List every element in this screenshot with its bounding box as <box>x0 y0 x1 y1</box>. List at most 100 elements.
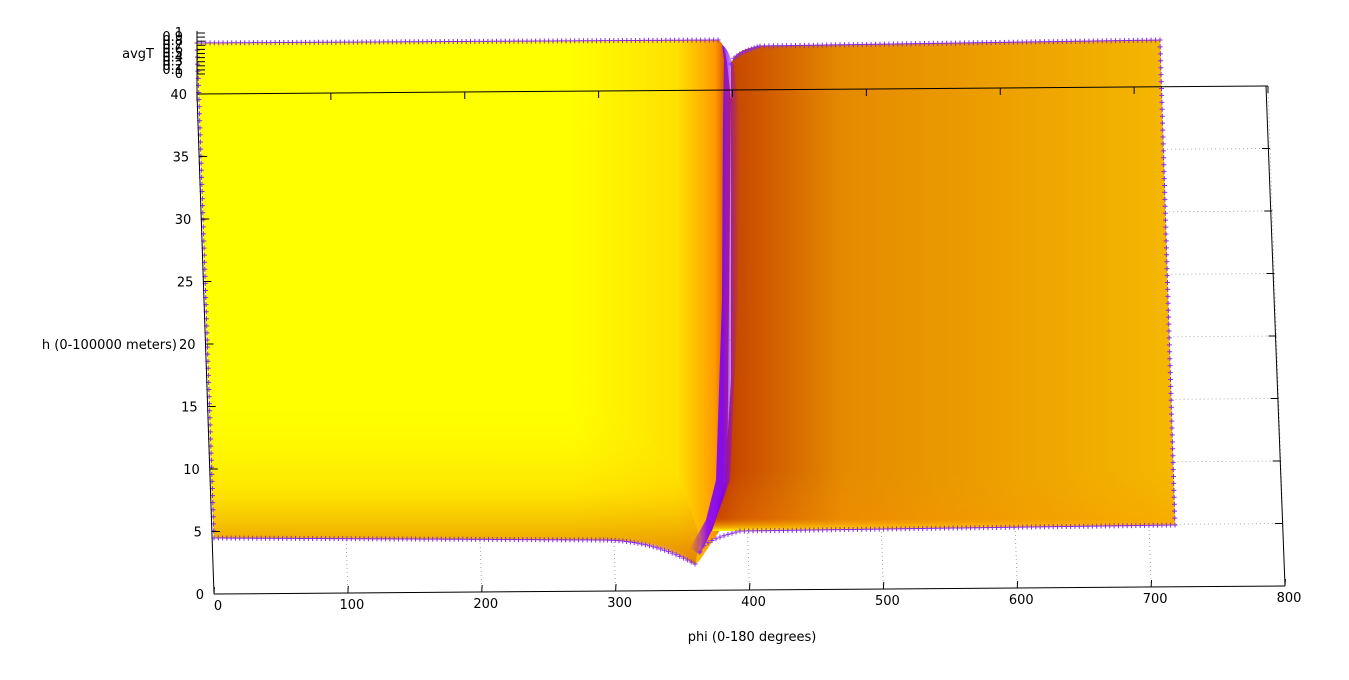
edge-marker <box>411 39 417 45</box>
edge-marker <box>748 46 754 52</box>
edge-marker <box>528 38 534 44</box>
edge-marker <box>220 40 226 46</box>
surface <box>197 40 1175 565</box>
edge-marker <box>503 537 509 543</box>
edge-marker <box>394 39 400 45</box>
edge-marker <box>585 38 591 44</box>
edge-marker <box>1108 38 1114 44</box>
edge-marker <box>1059 524 1065 530</box>
edge-marker <box>953 40 959 46</box>
edge-marker <box>998 524 1004 530</box>
edge-marker <box>1163 245 1169 251</box>
edge-marker <box>1002 524 1008 530</box>
edge-marker <box>1157 37 1163 43</box>
edge-marker <box>672 37 678 43</box>
edge-marker <box>635 540 641 546</box>
x-tick-label: 800 <box>1277 591 1302 606</box>
edge-marker <box>1155 522 1161 528</box>
edge-marker <box>337 39 343 45</box>
edge-marker <box>937 525 943 531</box>
edge-marker <box>311 39 317 45</box>
edge-marker <box>1171 480 1177 486</box>
edge-marker <box>1165 280 1170 285</box>
y-tick-label: 25 <box>177 276 194 291</box>
edge-marker <box>993 39 999 45</box>
edge-marker <box>558 537 564 543</box>
edge-marker <box>348 536 354 542</box>
edge-marker <box>917 41 923 47</box>
edge-marker <box>662 547 668 553</box>
edge-marker <box>1148 37 1154 43</box>
edge-marker <box>224 40 230 46</box>
axis-tick-labels: 0 100 200 300 400 500 600 700 800051015202530354… <box>162 26 1301 614</box>
edge-marker <box>494 536 500 542</box>
edge-marker <box>1171 474 1176 479</box>
edge-marker <box>451 536 457 542</box>
edge-marker <box>1144 37 1150 43</box>
edge-marker <box>430 536 436 542</box>
edge-marker <box>415 39 421 45</box>
edge-marker <box>841 42 847 48</box>
edge-marker <box>859 526 865 532</box>
edge-marker <box>563 537 569 543</box>
edge-marker <box>941 525 947 531</box>
edge-marker <box>676 37 682 43</box>
z-tick-label: 0.4 <box>162 51 183 66</box>
edge-marker <box>1024 39 1030 45</box>
edge-marker <box>1163 224 1169 230</box>
edge-marker <box>563 38 569 44</box>
edge-marker <box>537 38 543 44</box>
edge-marker <box>1171 494 1177 500</box>
edge-marker <box>1094 523 1100 529</box>
edge-marker <box>580 537 586 543</box>
edge-marker <box>709 537 715 543</box>
edge-marker <box>745 47 751 53</box>
edge-marker <box>1020 524 1026 530</box>
edge-marker <box>692 561 698 567</box>
edge-marker <box>627 539 633 545</box>
edge-marker <box>864 41 870 47</box>
edge-marker <box>697 549 703 555</box>
edge-marker <box>1168 377 1173 382</box>
edge-marker <box>559 38 565 44</box>
edge-marker <box>1115 523 1121 529</box>
edge-marker <box>641 37 647 43</box>
edge-marker <box>734 53 740 59</box>
edge-marker <box>633 37 639 43</box>
edge-marker <box>1064 38 1070 44</box>
edge-marker <box>837 527 843 533</box>
edge-marker <box>533 537 539 543</box>
edge-marker <box>966 40 972 46</box>
y-tick-label: 10 <box>183 463 200 478</box>
edge-marker <box>1166 321 1172 327</box>
edge-marker <box>215 535 221 541</box>
edge-marker <box>948 40 954 46</box>
edge-marker <box>850 526 856 532</box>
edge-marker <box>1072 523 1078 529</box>
edge-marker <box>550 38 556 44</box>
edge-marker <box>1028 39 1034 45</box>
edge-marker <box>507 38 513 44</box>
edge-marker <box>939 40 945 46</box>
edge-marker <box>1159 92 1165 98</box>
x-grid-line <box>1267 85 1286 587</box>
edge-marker <box>254 535 260 541</box>
edge-marker <box>1015 524 1021 530</box>
edge-marker <box>318 536 324 542</box>
edge-marker <box>1086 38 1092 44</box>
edge-marker <box>1099 38 1105 44</box>
edge-marker <box>455 39 460 44</box>
edge-marker <box>524 537 530 543</box>
surface-right-shading <box>712 470 1175 531</box>
edge-marker <box>1024 524 1030 530</box>
edge-marker <box>970 40 976 46</box>
y-axis-label: h (0-100000 meters) <box>42 338 177 353</box>
edge-marker <box>1129 523 1134 529</box>
edge-marker <box>407 39 413 45</box>
edge-marker <box>1028 524 1034 530</box>
edge-marker <box>228 535 234 541</box>
edge-marker <box>1111 523 1117 529</box>
edge-marker <box>1055 524 1061 530</box>
edge-marker <box>793 42 799 48</box>
edge-marker <box>515 38 521 44</box>
